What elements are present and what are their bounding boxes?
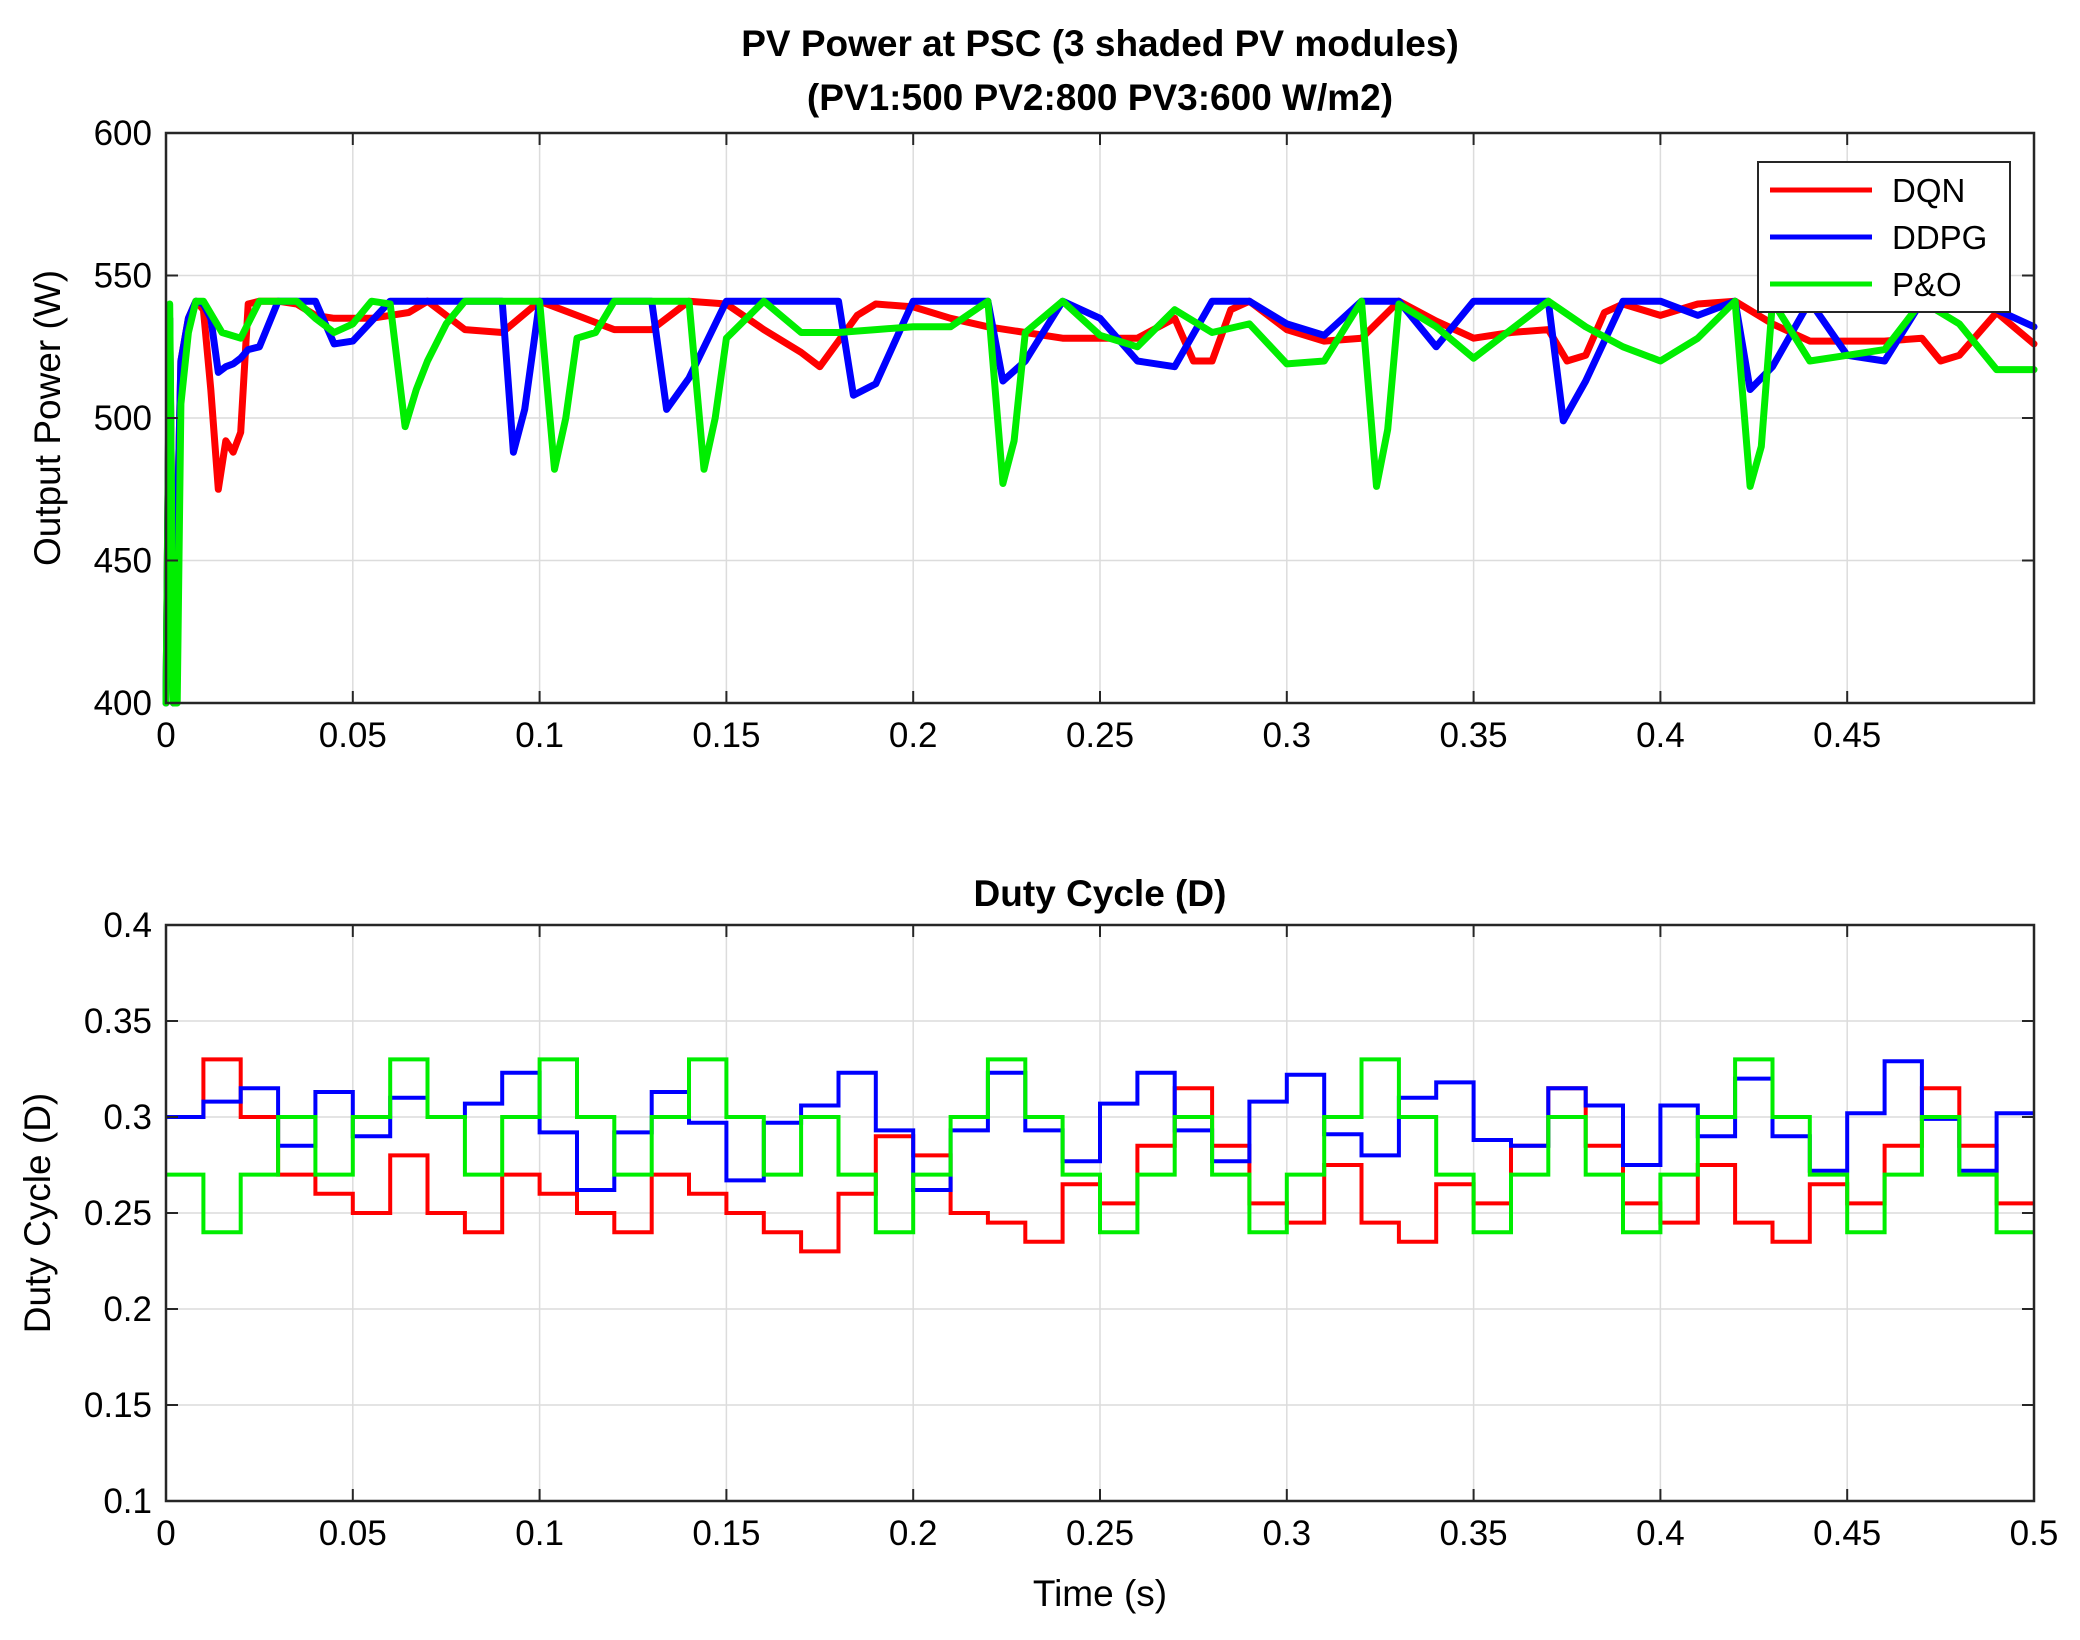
x-tick-label: 0.15: [692, 716, 760, 755]
x-tick-label: 0.2: [889, 1514, 938, 1553]
x-tick-label: 0.1: [515, 1514, 564, 1553]
x-tick-label: 0.05: [319, 716, 387, 755]
power-chart-title: PV Power at PSC (3 shaded PV modules): [741, 23, 1459, 64]
legend-label-ddpg: DDPG: [1892, 219, 1987, 256]
y-tick-label: 400: [94, 684, 152, 723]
x-tick-label: 0.4: [1636, 716, 1685, 755]
power-chart-subtitle: (PV1:500 PV2:800 PV3:600 W/m2): [807, 77, 1393, 118]
series-step-po: [166, 1057, 2034, 1235]
x-tick-label: 0.35: [1440, 1514, 1508, 1553]
y-tick-label: 450: [94, 542, 152, 581]
x-tick-label: 0.45: [1813, 1514, 1881, 1553]
power-chart-ylabel: Output Power (W): [27, 270, 68, 566]
duty-chart-ylabel: Duty Cycle (D): [17, 1093, 58, 1334]
y-tick-label: 0.15: [84, 1386, 152, 1425]
x-tick-label: 0.25: [1066, 716, 1134, 755]
power-chart: PV Power at PSC (3 shaded PV modules) (P…: [27, 23, 2038, 755]
y-tick-label: 0.25: [84, 1194, 152, 1233]
x-tick-label: 0.45: [1813, 716, 1881, 755]
legend: DQN DDPG P&O: [1757, 161, 2011, 313]
y-tick-label: 500: [94, 399, 152, 438]
x-tick-label: 0.4: [1636, 1514, 1685, 1553]
duty-chart-xlabel: Time (s): [1033, 1573, 1167, 1614]
y-tick-label: 0.35: [84, 1002, 152, 1041]
x-tick-label: 0.3: [1262, 1514, 1311, 1553]
series-line-ddpg: [162, 297, 2038, 707]
duty-chart-ticks: 0 0.05 0.1 0.15 0.2 0.25 0.3 0.35 0.4 0.45 0.5 0.1 0…: [84, 906, 2058, 1553]
x-tick-label: 0.1: [515, 716, 564, 755]
x-tick-label: 0.25: [1066, 1514, 1134, 1553]
duty-chart-series: [166, 1057, 2034, 1254]
y-tick-label: 0.4: [103, 906, 152, 945]
x-tick-label: 0: [156, 716, 175, 755]
x-tick-label: 0.05: [319, 1514, 387, 1553]
legend-label-po: P&O: [1892, 266, 1962, 303]
x-tick-label: 0.35: [1440, 716, 1508, 755]
legend-label-dqn: DQN: [1892, 172, 1965, 209]
x-tick-label: 0.15: [692, 1514, 760, 1553]
y-tick-label: 0.3: [103, 1098, 152, 1137]
power-chart-series: [162, 297, 2038, 707]
x-tick-label: 0.5: [2010, 1514, 2059, 1553]
y-tick-label: 0.2: [103, 1290, 152, 1329]
x-tick-label: 0.2: [889, 716, 938, 755]
series-line-po: [162, 297, 2038, 707]
series-step-ddpg: [166, 1059, 2034, 1192]
power-chart-ticks: 0 0.05 0.1 0.15 0.2 0.25 0.3 0.35 0.4 0.45 400 450 5…: [94, 114, 2034, 755]
duty-chart-title: Duty Cycle (D): [974, 873, 1227, 914]
y-tick-label: 550: [94, 257, 152, 296]
duty-chart: Duty Cycle (D) 0 0.05 0.1 0.15 0.2 0.25 0.3 0.3…: [17, 873, 2058, 1614]
y-tick-label: 600: [94, 114, 152, 153]
y-tick-label: 0.1: [103, 1482, 152, 1521]
x-tick-label: 0.3: [1262, 716, 1311, 755]
x-tick-label: 0: [156, 1514, 175, 1553]
